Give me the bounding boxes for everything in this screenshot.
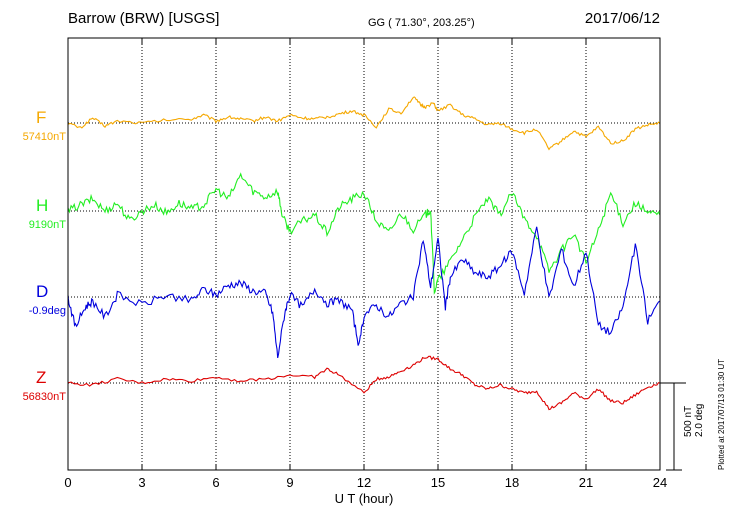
channel-baseline-Z: 56830nT — [22, 391, 66, 403]
x-tick-label: 21 — [579, 475, 593, 490]
channel-name-D: D — [36, 282, 49, 301]
series-line-D — [67, 226, 661, 359]
plotted-timestamp: Plotted at 2017/07/13 01:30 UT — [717, 358, 726, 470]
channel-name-H: H — [36, 196, 49, 215]
station-title: Barrow (BRW) [USGS] — [68, 10, 220, 27]
scale-bar — [660, 382, 686, 471]
x-axis-label: U T (hour) — [335, 491, 394, 506]
x-tick-label: 24 — [653, 475, 667, 490]
scale-label: 500 nT 2.0 deg — [683, 404, 705, 437]
x-tick-label: 3 — [138, 475, 145, 490]
channel-name-Z: Z — [36, 368, 47, 387]
channel-baseline-D: -0.9deg — [28, 305, 66, 317]
channel-name-F: F — [36, 108, 47, 127]
x-tick-label: 6 — [212, 475, 219, 490]
plot-date: 2017/06/12 — [584, 10, 660, 27]
channel-baseline-H: 9190nT — [28, 219, 66, 231]
station-coordinates: GG ( 71.30°, 203.25°) — [368, 17, 475, 29]
scale-label-nt: 500 nT — [683, 405, 694, 437]
series-line-Z — [67, 355, 661, 411]
x-tick-label: 12 — [357, 475, 371, 490]
scale-label-deg: 2.0 deg — [694, 403, 705, 437]
series-line-H — [67, 172, 661, 295]
x-tick-label: 15 — [431, 475, 445, 490]
x-tick-label: 9 — [286, 475, 293, 490]
x-axis-ticks: 0 3 6 9 12 15 18 21 24 — [64, 38, 667, 490]
x-tick-label: 0 — [64, 475, 71, 490]
series-line-F — [67, 96, 661, 151]
x-tick-label: 18 — [505, 475, 519, 490]
series-lines — [67, 96, 661, 411]
channel-baseline-F: 57410nT — [22, 131, 66, 143]
grid-lines — [141, 38, 587, 470]
